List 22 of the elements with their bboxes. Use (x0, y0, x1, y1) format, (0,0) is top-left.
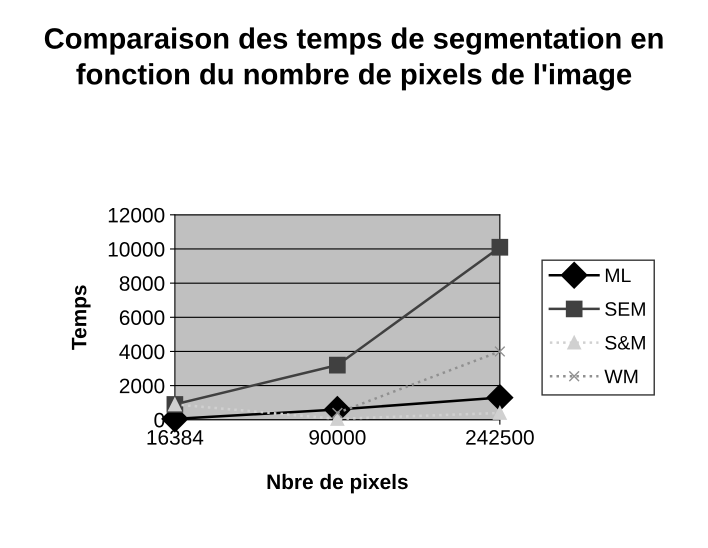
y-tick-label: 4000 (119, 344, 164, 360)
y-axis-title: Temps (72, 285, 91, 350)
point (486, 384, 514, 412)
point (492, 406, 507, 420)
y-tick-label: 8000 (120, 276, 164, 291)
legend-label: S&M (605, 336, 645, 350)
y-tick-label: 2000 (120, 378, 164, 394)
point (494, 346, 506, 358)
y-tick-label: 6000 (120, 310, 164, 326)
y-tick-label: 12000 (108, 208, 164, 223)
legend-label: WM (604, 370, 638, 384)
point (329, 356, 346, 374)
chart-title: Comparaison des temps de segmentation en fonction du nombre de pixels de l'image (44, 27, 663, 90)
point (492, 238, 508, 256)
y-tick-label: 10000 (108, 242, 164, 257)
x-tick-label: 90000 (309, 430, 366, 445)
legend-label: SEM (605, 302, 645, 316)
x-axis-title: Nbre de pixels (268, 474, 408, 494)
point (330, 412, 344, 426)
legend-label: ML (606, 268, 631, 282)
x-tick-label: 242500 (466, 430, 534, 445)
x-tick-label: 16384 (148, 430, 204, 445)
